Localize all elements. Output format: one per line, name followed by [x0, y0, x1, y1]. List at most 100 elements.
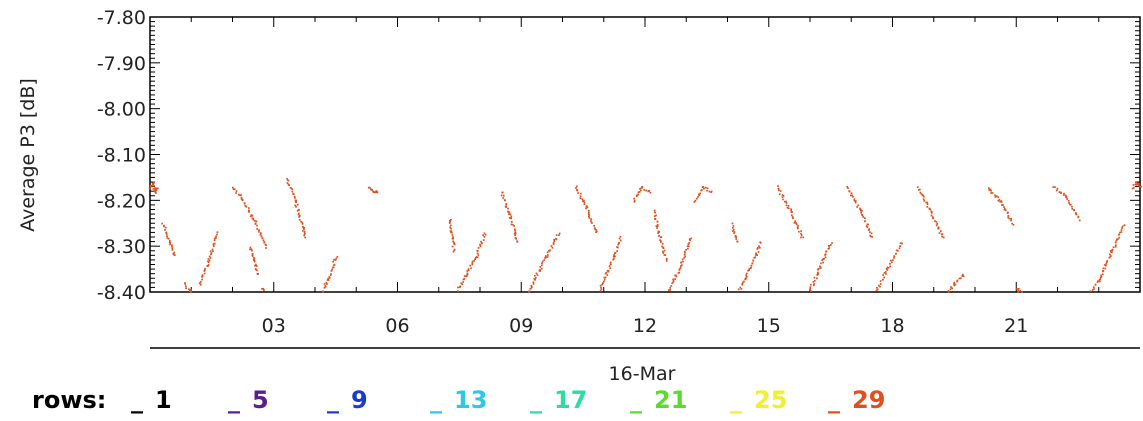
- data-point: [662, 252, 665, 254]
- data-point: [1010, 219, 1012, 222]
- data-point: [475, 256, 478, 258]
- data-point: [850, 194, 852, 197]
- data-point: [581, 198, 584, 201]
- data-point: [1065, 196, 1067, 199]
- data-point: [797, 227, 799, 230]
- data-point: [209, 250, 212, 252]
- data-point: [1100, 276, 1103, 278]
- data-point: [678, 271, 681, 274]
- data-point: [154, 190, 156, 192]
- y-tick-label: -7.80: [97, 7, 146, 29]
- data-point: [256, 228, 258, 230]
- data-point: [1099, 280, 1101, 283]
- data-point: [1106, 260, 1109, 262]
- legend-entry-row-9: _ 9: [327, 386, 368, 414]
- data-point: [654, 211, 656, 214]
- data-point: [886, 269, 889, 271]
- data-point: [166, 235, 168, 237]
- legend-entry-row-5: _ 5: [228, 386, 269, 414]
- data-point: [251, 249, 253, 252]
- data-point: [511, 223, 514, 226]
- data-point: [1071, 205, 1073, 208]
- data-point: [1073, 209, 1075, 211]
- data-point: [735, 238, 737, 240]
- data-point: [207, 260, 209, 263]
- data-point: [800, 236, 802, 239]
- data-point: [546, 254, 549, 256]
- data-point: [854, 200, 857, 202]
- data-point: [988, 189, 990, 191]
- data-point: [201, 278, 203, 281]
- data-point: [555, 234, 558, 236]
- data-point: [466, 270, 469, 272]
- data-point: [451, 245, 454, 248]
- data-point: [1021, 291, 1023, 293]
- data-point: [938, 232, 941, 234]
- data-point: [163, 225, 165, 228]
- data-point: [249, 248, 251, 251]
- legend-entry-row-17: _ 17: [530, 386, 587, 414]
- data-point: [252, 219, 255, 221]
- data-point: [593, 224, 595, 227]
- data-point: [922, 198, 925, 201]
- data-point: [645, 189, 648, 192]
- data-point: [502, 197, 504, 199]
- data-point: [171, 249, 174, 251]
- y-tick-label: -7.90: [97, 53, 146, 75]
- data-point: [199, 283, 202, 286]
- data-point: [856, 206, 858, 208]
- data-point: [797, 224, 799, 227]
- data-point: [250, 214, 253, 216]
- data-point: [897, 249, 899, 252]
- data-point: [301, 221, 303, 224]
- data-point: [1123, 224, 1126, 227]
- data-point: [500, 194, 503, 197]
- data-point: [482, 234, 484, 237]
- data-point: [782, 194, 785, 197]
- data-point: [953, 284, 956, 287]
- data-point: [189, 289, 192, 291]
- data-point: [1132, 184, 1135, 186]
- data-point: [558, 232, 561, 235]
- data-point: [791, 211, 793, 213]
- data-point: [687, 245, 690, 247]
- data-point: [731, 222, 734, 225]
- data-point: [997, 196, 1000, 199]
- data-point: [375, 190, 378, 192]
- data-point: [1017, 287, 1020, 290]
- data-point: [660, 236, 663, 238]
- data-point: [656, 224, 659, 226]
- data-point: [448, 222, 451, 224]
- data-point: [665, 260, 668, 262]
- data-point: [1055, 189, 1058, 192]
- data-point: [956, 280, 959, 283]
- data-point: [745, 274, 747, 277]
- data-point: [301, 229, 304, 232]
- data-point: [939, 230, 942, 232]
- data-point: [240, 198, 243, 200]
- data-point: [501, 191, 504, 194]
- data-point: [453, 249, 456, 251]
- data-point: [1114, 245, 1117, 248]
- data-point: [817, 268, 819, 271]
- data-point: [449, 224, 452, 227]
- data-point: [937, 226, 940, 229]
- data-point: [209, 257, 212, 259]
- data-point: [580, 192, 582, 195]
- data-point: [941, 233, 944, 235]
- data-point: [462, 281, 465, 283]
- data-point: [619, 235, 622, 238]
- data-point: [680, 265, 682, 267]
- data-point: [508, 213, 510, 215]
- x-ticks: 03 06 09 12 15 18 21: [149, 17, 1141, 337]
- data-point: [1016, 288, 1018, 290]
- data-point: [662, 250, 664, 253]
- data-point: [748, 269, 750, 271]
- data-point: [1007, 215, 1010, 217]
- data-point: [653, 209, 656, 212]
- data-point: [643, 189, 646, 191]
- data-point: [336, 256, 339, 258]
- data-point: [683, 253, 686, 256]
- data-point: [998, 199, 1001, 201]
- data-point: [1078, 219, 1081, 222]
